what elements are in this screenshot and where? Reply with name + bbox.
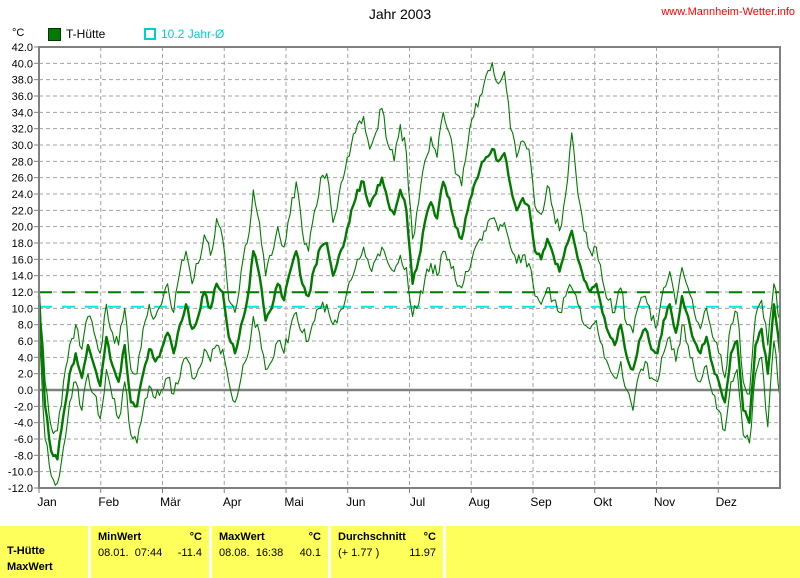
y-axis-tick-label: 26.0 (12, 173, 33, 185)
y-axis-tick-label: -12.0 (8, 483, 33, 495)
min-label: MinWert (98, 531, 142, 543)
min-value: -11.4 (177, 547, 202, 559)
y-axis-tick-label: -4.0 (14, 418, 33, 430)
x-axis-month-label: Jul (410, 495, 425, 509)
x-axis-month-label: Jan (37, 495, 56, 509)
avg-unit: °C (423, 531, 436, 543)
y-axis-tick-label: 38.0 (12, 75, 33, 87)
stats-empty-cell (446, 526, 800, 578)
y-axis-tick-label: 24.0 (12, 189, 33, 201)
plot-border (38, 46, 781, 489)
avg-deviation: (+ 1.77 ) (338, 547, 380, 559)
y-axis-tick-label: 10.0 (12, 303, 33, 315)
y-axis-tick-label: 34.0 (12, 107, 33, 119)
y-axis-tick-label: -2.0 (14, 401, 33, 413)
y-axis-tick-label: 28.0 (12, 156, 33, 168)
temperature-line-chart: 42.0 40.0 38.0 36.0 34.0 32.0 30.0 28.0 26.0 24.0… (8, 42, 782, 509)
y-axis-unit-label: °C (12, 27, 25, 39)
y-axis-tick-label: 36.0 (12, 91, 33, 103)
x-axis-month-label: Nov (654, 495, 675, 509)
y-axis-tick-label: 30.0 (12, 140, 33, 152)
legend-t-huette-label: T-Hütte (66, 27, 106, 41)
y-axis-tick-label: 4.0 (18, 352, 33, 364)
t-huette-swatch-icon (48, 27, 61, 41)
y-axis-tick-label: 0.0 (18, 385, 33, 397)
y-axis-tick-label: 16.0 (12, 254, 33, 266)
y-axis-tick-label: 32.0 (12, 124, 33, 136)
x-axis-month-label: Okt (593, 495, 612, 509)
stats-min-cell: MinWert °C 08.01. 07:44 -11.4 (91, 526, 209, 578)
x-axis-month-label: Mär (160, 495, 181, 509)
x-axis-month-label: Apr (223, 495, 242, 509)
stats-max-cell: MaxWert °C 08.08. 16:38 40.1 (212, 526, 328, 578)
x-axis-month-label: Dez (716, 495, 737, 509)
stats-series-cell: T-Hütte MaxWert (0, 526, 88, 578)
max-unit: °C (308, 531, 321, 543)
max-label: MaxWert (219, 531, 265, 543)
y-axis-tick-label: 14.0 (12, 271, 33, 283)
series-t-huette-tagesmax (38, 61, 781, 435)
y-axis-tick-label: -6.0 (14, 434, 33, 446)
stats-series-name: T-Hütte (7, 545, 45, 557)
max-datetime: 08.08. 16:38 (219, 547, 284, 559)
y-axis-tick-label: 22.0 (12, 205, 33, 217)
y-axis-tick-label: -10.0 (8, 467, 33, 479)
page-title: Jahr 2003 (368, 6, 432, 22)
x-axis-month-label: Mai (284, 495, 303, 509)
y-axis-tick-label: 40.0 (12, 58, 33, 70)
min-unit: °C (189, 531, 202, 543)
y-axis-tick-label: -8.0 (14, 450, 33, 462)
legend-t-huette: T-Hütte (48, 27, 105, 41)
y-axis-tick-label: 18.0 (12, 238, 33, 250)
stats-avg-cell: Durchschnitt °C (+ 1.77 ) 11.97 (331, 526, 443, 578)
series-t-huette-tagesmittel (37, 147, 782, 461)
y-axis-tick-label: 42.0 (12, 42, 33, 54)
max-value: 40.1 (299, 547, 321, 559)
y-axis-tick-label: 12.0 (12, 287, 33, 299)
legend-jahr-avg: 10.2 Jahr-Ø (144, 27, 224, 41)
website-link[interactable]: www.Mannheim-Wetter.info (661, 6, 795, 18)
x-axis-month-label: Feb (98, 495, 119, 509)
y-axis-tick-label: 2.0 (18, 369, 33, 381)
avg-label: Durchschnitt (338, 531, 406, 543)
y-axis-tick-label: 8.0 (18, 320, 33, 332)
x-axis-month-label: Sep (530, 495, 552, 509)
x-axis-month-label: Jun (346, 495, 365, 509)
jahr-avg-swatch-icon (144, 28, 156, 40)
stats-table: T-Hütte MaxWert MinWert °C 08.01. 07:44 … (0, 526, 800, 578)
y-axis-tick-label: 20.0 (12, 222, 33, 234)
series-t-huette-tagesmin (38, 217, 781, 486)
legend-jahr-avg-label: 10.2 Jahr-Ø (161, 27, 225, 41)
x-axis-month-label: Aug (469, 495, 490, 509)
y-axis-tick-label: 6.0 (18, 336, 33, 348)
avg-value: 11.97 (409, 547, 436, 559)
stats-series-subname: MaxWert (7, 561, 53, 573)
min-datetime: 08.01. 07:44 (98, 547, 163, 559)
